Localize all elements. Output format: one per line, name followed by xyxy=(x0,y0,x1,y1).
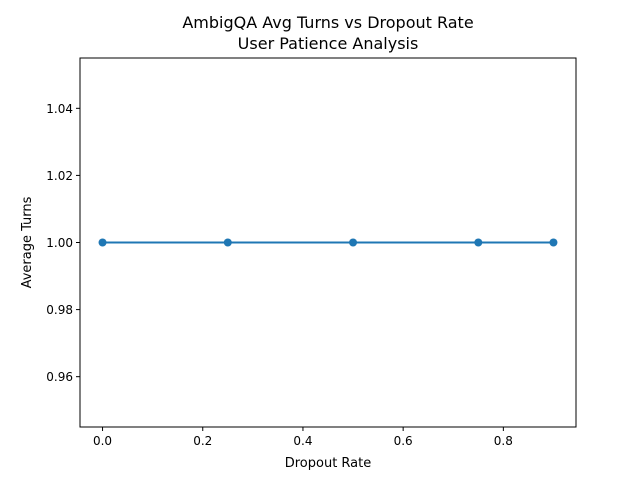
chart-subtitle: User Patience Analysis xyxy=(238,34,419,53)
x-tick-label: 0.4 xyxy=(293,434,312,448)
chart-title: AmbigQA Avg Turns vs Dropout Rate xyxy=(182,13,473,32)
x-tick-label: 0.0 xyxy=(93,434,112,448)
data-point xyxy=(349,238,358,247)
axis-layer: 0.0 0.2 0.4 0.6 0.8 0.96 0.98 1.00 1.02 1.04 xyxy=(46,102,513,448)
data-point xyxy=(549,238,558,247)
data-layer xyxy=(98,238,558,247)
data-point xyxy=(98,238,107,247)
data-point xyxy=(223,238,232,247)
y-tick-label: 1.02 xyxy=(46,169,73,183)
x-axis-label: Dropout Rate xyxy=(285,456,372,471)
y-tick-label: 1.00 xyxy=(46,236,73,250)
y-axis-label: Average Turns xyxy=(20,196,35,288)
y-tick-label: 0.98 xyxy=(46,303,73,317)
x-tick-label: 0.8 xyxy=(494,434,513,448)
y-tick-label: 1.04 xyxy=(46,102,73,116)
x-tick-label: 0.2 xyxy=(193,434,212,448)
y-tick-label: 0.96 xyxy=(46,370,73,384)
plot-frame xyxy=(79,57,577,428)
data-point xyxy=(474,238,483,247)
x-tick-label: 0.6 xyxy=(394,434,413,448)
